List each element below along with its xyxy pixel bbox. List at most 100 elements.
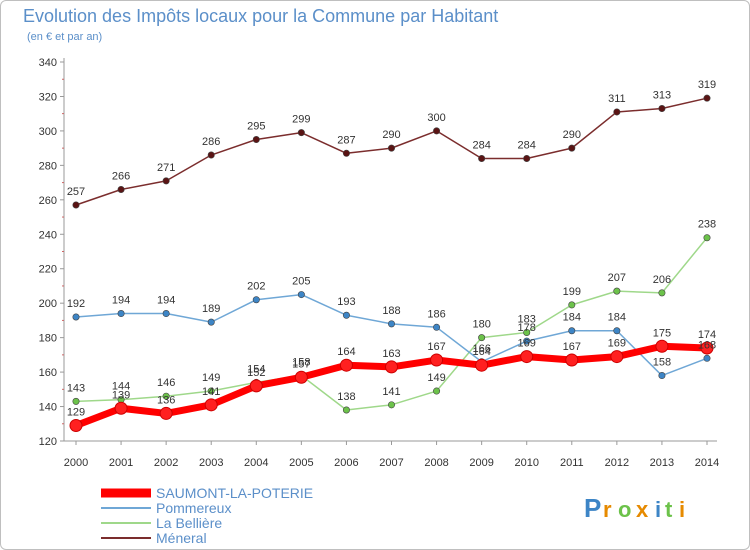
data-label: 167 xyxy=(563,341,581,353)
y-tick-label: 340 xyxy=(39,57,57,69)
x-tick-label: 2006 xyxy=(334,457,358,469)
data-label: 164 xyxy=(472,346,490,358)
data-point xyxy=(658,289,666,297)
data-label: 144 xyxy=(112,381,130,393)
data-point xyxy=(568,327,576,335)
data-label: 290 xyxy=(563,129,581,141)
data-point xyxy=(385,360,398,374)
y-tick-label: 280 xyxy=(39,160,57,172)
data-point xyxy=(207,387,215,395)
data-point xyxy=(703,234,711,242)
legend-label: Pommereux xyxy=(156,500,231,516)
data-label: 295 xyxy=(247,121,265,133)
data-label: 286 xyxy=(202,136,220,148)
data-label: 158 xyxy=(292,357,310,369)
x-tick-label: 2005 xyxy=(289,457,313,469)
data-point xyxy=(387,144,395,152)
y-tick-label: 120 xyxy=(39,436,57,448)
data-label: 189 xyxy=(202,303,220,315)
data-label: 164 xyxy=(337,346,355,358)
data-point xyxy=(700,341,714,355)
data-point xyxy=(655,339,669,353)
data-point xyxy=(162,392,170,400)
data-label: 271 xyxy=(157,162,175,174)
data-label: 300 xyxy=(427,112,445,124)
data-label: 141 xyxy=(382,386,400,398)
data-point xyxy=(252,296,260,304)
x-tick-label: 2010 xyxy=(514,457,538,469)
data-point xyxy=(658,105,666,113)
data-point xyxy=(114,401,128,415)
legend-label: La Bellière xyxy=(156,515,222,531)
data-label: 136 xyxy=(157,394,175,406)
data-label: 174 xyxy=(698,329,716,341)
data-point xyxy=(568,144,576,152)
data-label: 149 xyxy=(202,372,220,384)
x-tick-label: 2014 xyxy=(695,457,719,469)
y-tick-label: 240 xyxy=(39,229,57,241)
data-label: 166 xyxy=(472,343,490,355)
data-point xyxy=(297,291,305,299)
data-point xyxy=(520,350,534,364)
data-label: 169 xyxy=(608,338,626,350)
legend-label: SAUMONT-LA-POTERIE xyxy=(156,485,313,501)
data-label: 188 xyxy=(382,305,400,317)
y-tick-label: 260 xyxy=(39,195,57,207)
data-point xyxy=(294,370,308,384)
data-label: 284 xyxy=(472,139,490,151)
data-point xyxy=(207,318,215,326)
data-point xyxy=(703,94,711,102)
data-label: 146 xyxy=(157,377,175,389)
data-point xyxy=(478,154,486,162)
data-point xyxy=(523,337,531,345)
data-point xyxy=(204,398,218,412)
data-label: 257 xyxy=(67,186,85,198)
y-tick-label: 300 xyxy=(39,126,57,138)
x-tick-label: 2002 xyxy=(154,457,178,469)
x-tick-label: 2004 xyxy=(244,457,268,469)
data-point xyxy=(342,406,350,414)
data-label: 266 xyxy=(112,170,130,182)
data-point xyxy=(613,327,621,335)
data-point xyxy=(72,397,80,405)
data-label: 138 xyxy=(337,391,355,403)
data-point xyxy=(72,313,80,321)
data-label: 206 xyxy=(653,274,671,286)
data-point xyxy=(523,328,531,336)
data-label: 149 xyxy=(427,372,445,384)
data-point xyxy=(207,151,215,159)
data-label: 284 xyxy=(518,139,536,151)
data-label: 287 xyxy=(337,134,355,146)
data-point xyxy=(610,350,624,364)
data-label: 238 xyxy=(698,219,716,231)
x-tick-label: 2003 xyxy=(199,457,223,469)
data-label: 157 xyxy=(292,358,310,370)
y-tick-label: 200 xyxy=(39,298,57,310)
legend-label: Méneral xyxy=(156,530,207,546)
logo-letter: P xyxy=(584,493,601,523)
data-label: 169 xyxy=(518,338,536,350)
data-label: 184 xyxy=(608,312,626,324)
x-tick-label: 2001 xyxy=(109,457,133,469)
data-label: 290 xyxy=(382,129,400,141)
data-point xyxy=(613,108,621,116)
data-label: 184 xyxy=(563,312,581,324)
y-tick-label: 180 xyxy=(39,333,57,345)
data-label: 180 xyxy=(472,319,490,331)
logo-letter: r xyxy=(603,497,612,522)
data-label: 154 xyxy=(247,363,265,375)
data-label: 193 xyxy=(337,296,355,308)
data-label: 313 xyxy=(653,90,671,102)
logo-letter: i xyxy=(655,497,661,522)
data-label: 183 xyxy=(518,313,536,325)
data-point xyxy=(297,129,305,137)
logo-letter: i xyxy=(679,497,685,522)
chart-subtitle: (en € et par an) xyxy=(27,31,102,43)
data-point xyxy=(613,287,621,295)
data-point xyxy=(475,358,489,372)
x-tick-label: 2009 xyxy=(469,457,493,469)
data-point xyxy=(568,301,576,309)
data-label: 167 xyxy=(427,341,445,353)
